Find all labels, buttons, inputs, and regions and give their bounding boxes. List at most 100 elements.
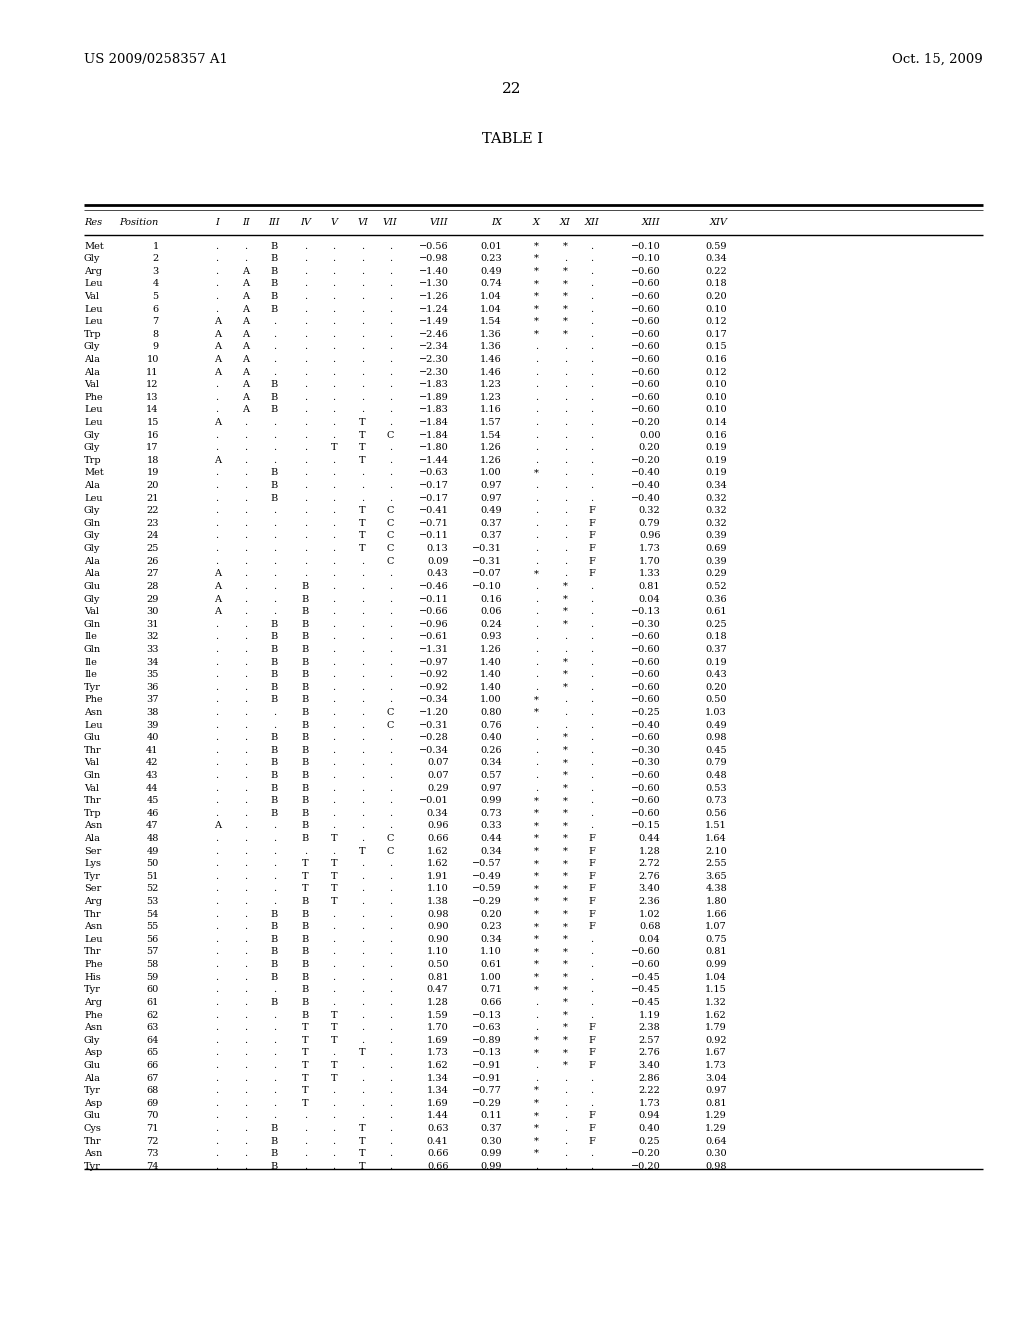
Text: .: . — [272, 430, 276, 440]
Text: −0.31: −0.31 — [472, 557, 502, 566]
Text: .: . — [303, 418, 307, 428]
Text: 65: 65 — [146, 1048, 159, 1057]
Text: −0.11: −0.11 — [419, 594, 449, 603]
Text: .: . — [272, 1011, 276, 1019]
Text: Position: Position — [120, 218, 159, 227]
Text: C: C — [386, 532, 394, 540]
Text: .: . — [535, 494, 539, 503]
Text: .: . — [388, 480, 392, 490]
Text: 0.23: 0.23 — [480, 255, 502, 263]
Text: T: T — [331, 1036, 337, 1044]
Text: .: . — [215, 480, 219, 490]
Text: 1.57: 1.57 — [480, 418, 502, 428]
Text: Thr: Thr — [84, 746, 101, 755]
Text: 0.92: 0.92 — [706, 1036, 727, 1044]
Text: *: * — [535, 846, 539, 855]
Text: 52: 52 — [146, 884, 159, 894]
Text: B: B — [301, 1011, 309, 1019]
Text: .: . — [303, 469, 307, 478]
Text: .: . — [360, 1086, 365, 1096]
Text: Phe: Phe — [84, 960, 102, 969]
Text: 1.64: 1.64 — [706, 834, 727, 843]
Text: *: * — [535, 1111, 539, 1121]
Text: C: C — [386, 846, 394, 855]
Text: .: . — [244, 821, 248, 830]
Text: 0.36: 0.36 — [706, 594, 727, 603]
Text: *: * — [535, 1036, 539, 1044]
Text: 0.20: 0.20 — [639, 444, 660, 453]
Text: .: . — [590, 809, 594, 818]
Text: *: * — [563, 671, 567, 680]
Text: −0.92: −0.92 — [419, 671, 449, 680]
Text: .: . — [244, 418, 248, 428]
Text: .: . — [388, 733, 392, 742]
Text: 0.25: 0.25 — [706, 620, 727, 628]
Text: −0.10: −0.10 — [631, 242, 660, 251]
Text: 21: 21 — [146, 494, 159, 503]
Text: 1.26: 1.26 — [480, 455, 502, 465]
Text: .: . — [590, 317, 594, 326]
Text: T: T — [331, 898, 337, 906]
Text: B: B — [270, 393, 279, 401]
Text: .: . — [332, 342, 336, 351]
Text: 0.32: 0.32 — [706, 519, 727, 528]
Text: 51: 51 — [146, 873, 159, 880]
Text: 1.40: 1.40 — [480, 682, 502, 692]
Text: .: . — [590, 733, 594, 742]
Text: .: . — [244, 1073, 248, 1082]
Text: Ile: Ile — [84, 657, 97, 667]
Text: .: . — [215, 1011, 219, 1019]
Text: .: . — [388, 859, 392, 869]
Text: .: . — [535, 455, 539, 465]
Text: .: . — [215, 859, 219, 869]
Text: .: . — [535, 721, 539, 730]
Text: 3: 3 — [153, 267, 159, 276]
Text: −0.45: −0.45 — [631, 973, 660, 982]
Text: .: . — [303, 355, 307, 364]
Text: 0.98: 0.98 — [706, 1162, 727, 1171]
Text: −0.49: −0.49 — [472, 873, 502, 880]
Text: 7: 7 — [153, 317, 159, 326]
Text: 45: 45 — [146, 796, 159, 805]
Text: .: . — [563, 342, 567, 351]
Text: .: . — [244, 733, 248, 742]
Text: Ala: Ala — [84, 569, 100, 578]
Text: T: T — [359, 418, 366, 428]
Text: .: . — [272, 1036, 276, 1044]
Text: T: T — [359, 455, 366, 465]
Text: F: F — [589, 834, 595, 843]
Text: .: . — [244, 620, 248, 628]
Text: 1.40: 1.40 — [480, 657, 502, 667]
Text: .: . — [303, 330, 307, 339]
Text: .: . — [590, 242, 594, 251]
Text: .: . — [303, 507, 307, 515]
Text: 4.38: 4.38 — [706, 884, 727, 894]
Text: 0.97: 0.97 — [480, 784, 502, 792]
Text: −0.60: −0.60 — [631, 267, 660, 276]
Text: .: . — [215, 1137, 219, 1146]
Text: .: . — [563, 1098, 567, 1107]
Text: Trp: Trp — [84, 330, 101, 339]
Text: 74: 74 — [146, 1162, 159, 1171]
Text: *: * — [535, 873, 539, 880]
Text: B: B — [301, 594, 309, 603]
Text: XI: XI — [560, 218, 570, 227]
Text: .: . — [215, 292, 219, 301]
Text: 0.39: 0.39 — [706, 557, 727, 566]
Text: −0.46: −0.46 — [419, 582, 449, 591]
Text: F: F — [589, 884, 595, 894]
Text: *: * — [563, 292, 567, 301]
Text: 0.34: 0.34 — [480, 846, 502, 855]
Text: Leu: Leu — [84, 721, 102, 730]
Text: Val: Val — [84, 784, 99, 792]
Text: .: . — [244, 948, 248, 957]
Text: .: . — [563, 494, 567, 503]
Text: *: * — [535, 923, 539, 932]
Text: 2.10: 2.10 — [706, 846, 727, 855]
Text: .: . — [303, 1111, 307, 1121]
Text: .: . — [215, 1073, 219, 1082]
Text: Ala: Ala — [84, 557, 100, 566]
Text: *: * — [563, 1061, 567, 1071]
Text: B: B — [270, 380, 279, 389]
Text: *: * — [563, 657, 567, 667]
